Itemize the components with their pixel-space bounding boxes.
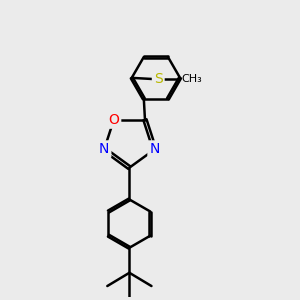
Text: N: N: [149, 142, 160, 156]
Text: S: S: [154, 72, 163, 86]
Text: CH₃: CH₃: [181, 74, 202, 84]
Text: N: N: [99, 142, 110, 156]
Text: O: O: [108, 113, 119, 127]
